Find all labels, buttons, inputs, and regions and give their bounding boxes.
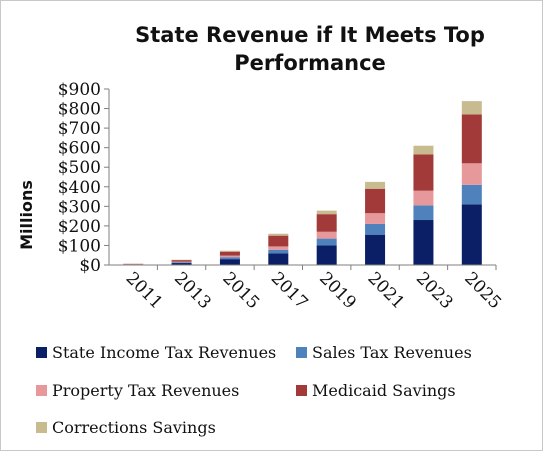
bar-segment (365, 223, 386, 235)
chart-title-line-1: State Revenue if It Meets Top (135, 23, 485, 47)
bars-layer (123, 101, 482, 265)
x-tick-label: 2013 (170, 268, 215, 313)
bar-segment (365, 181, 386, 189)
bar-segment (219, 250, 240, 252)
bar-segment (316, 245, 337, 265)
bar-segment (268, 253, 289, 265)
bar-segment (413, 190, 434, 206)
bar-segment (268, 235, 289, 247)
bar-segment (171, 261, 192, 263)
x-tick-label: 2015 (218, 268, 263, 313)
x-tick-label: 2025 (460, 268, 505, 313)
bar-segment (461, 163, 482, 185)
legend-swatch (36, 385, 47, 396)
legend: State Income Tax Revenues Sales Tax Reven… (36, 343, 472, 437)
bar-segment (461, 101, 482, 115)
y-tick-label: $900 (58, 80, 101, 100)
legend-label: Corrections Savings (52, 418, 216, 437)
bar-segment (316, 210, 337, 215)
bar-segment (219, 259, 240, 265)
x-tick-label: 2023 (412, 268, 457, 313)
bar-segment (171, 260, 192, 262)
bar-segment (171, 262, 192, 264)
y-tick-label: $0 (79, 256, 101, 276)
y-tick-label: $100 (58, 236, 101, 256)
bar-segment (413, 145, 434, 155)
legend-label: Property Tax Revenues (52, 381, 239, 400)
y-tick-label: $300 (58, 197, 101, 217)
legend-label: Sales Tax Revenues (312, 343, 472, 362)
x-tick-label: 2017 (267, 268, 312, 313)
y-axis-label: Millions (17, 180, 36, 250)
bar-segment (461, 114, 482, 164)
y-tick-label: $800 (58, 100, 101, 120)
bar-segment (461, 204, 482, 265)
bar-segment (268, 246, 289, 250)
x-tick-label: 2011 (122, 268, 167, 313)
bar-segment (413, 220, 434, 265)
y-tick-label: $400 (58, 178, 101, 198)
bar-segment (365, 234, 386, 265)
bar-segment (365, 213, 386, 224)
bar-segment (219, 251, 240, 256)
bar-segment (316, 231, 337, 239)
y-tick-label: $700 (58, 119, 101, 139)
bar-segment (461, 184, 482, 205)
legend-swatch (36, 347, 47, 358)
bar-segment (268, 233, 289, 236)
x-tick-label: 2019 (315, 268, 360, 313)
y-tick-label: $600 (58, 139, 101, 159)
chart-title-line-2: Performance (234, 51, 386, 75)
bar-segment (219, 257, 240, 260)
bar-segment (413, 205, 434, 221)
axes-layer: $0$100$200$300$400$500$600$700$800$900 20… (58, 80, 505, 313)
bar-segment (413, 154, 434, 191)
legend-swatch (296, 347, 307, 358)
bar-segment (316, 238, 337, 246)
x-tick-label: 2021 (364, 268, 409, 313)
legend-label: Medicaid Savings (312, 381, 456, 400)
y-tick-label: $200 (58, 217, 101, 237)
bar-segment (365, 188, 386, 214)
legend-swatch (296, 385, 307, 396)
bar-segment (219, 255, 240, 258)
bar-segment (171, 263, 192, 265)
bar-segment (268, 249, 289, 254)
y-tick-label: $500 (58, 158, 101, 178)
legend-label: State Income Tax Revenues (52, 343, 276, 362)
bar-segment (316, 214, 337, 232)
legend-swatch (36, 422, 47, 433)
